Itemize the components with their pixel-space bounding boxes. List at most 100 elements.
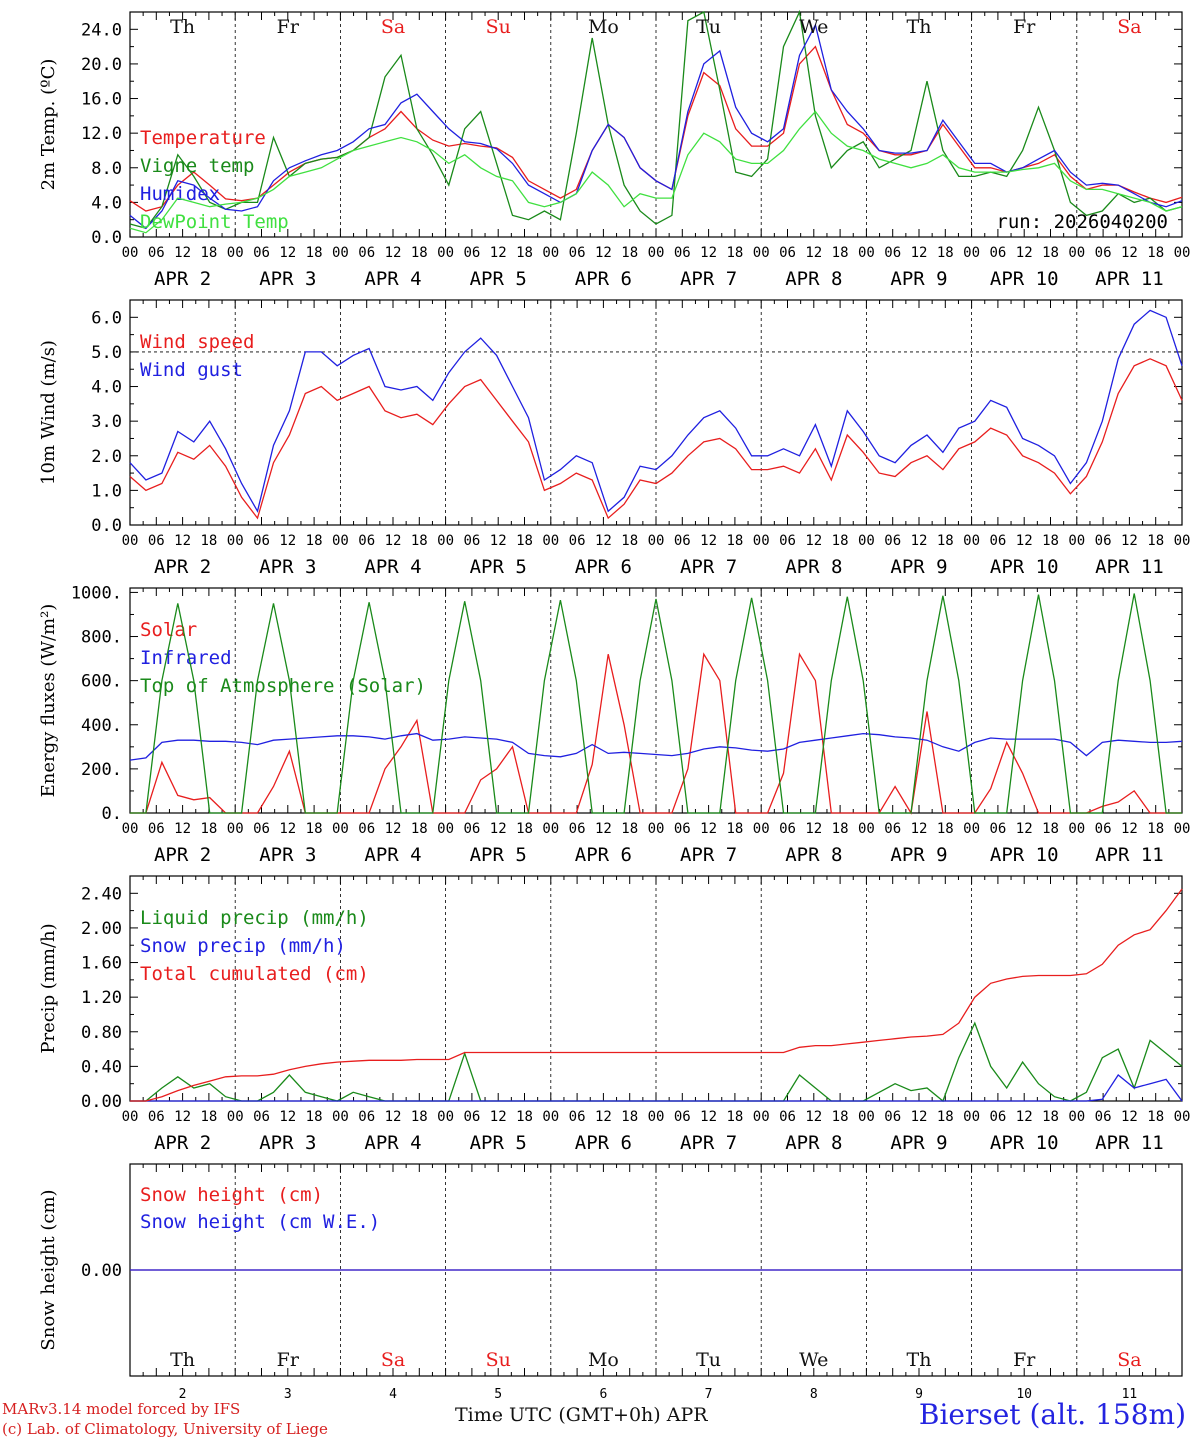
hour-tick-label: 06 <box>884 245 901 261</box>
hour-tick-label: 00 <box>542 1109 559 1125</box>
legend-entry: Temperature <box>140 127 266 149</box>
hour-tick-label: 00 <box>648 1109 665 1125</box>
hour-tick-label: 12 <box>805 1109 822 1125</box>
y-tick-label: 3.0 <box>91 412 122 432</box>
hour-tick-label: 00 <box>227 821 244 837</box>
hour-tick-label: 12 <box>279 533 296 549</box>
date-label: APR 9 <box>890 556 947 578</box>
day-name-label: Th <box>907 16 932 38</box>
run-label: run: 2026040200 <box>996 211 1168 233</box>
date-label: APR 8 <box>785 268 842 290</box>
day-name-label: Mo <box>588 16 619 38</box>
hour-tick-label: 00 <box>963 821 980 837</box>
hour-tick-label: 12 <box>279 245 296 261</box>
hour-tick-label: 18 <box>200 1109 217 1125</box>
hour-tick-label: 12 <box>174 245 191 261</box>
hour-tick-label: 18 <box>726 1109 743 1125</box>
hour-tick-label: 00 <box>753 245 770 261</box>
series-line-infrared <box>129 732 1183 761</box>
hour-tick-label: 12 <box>595 821 612 837</box>
hour-tick-label: 18 <box>1042 821 1059 837</box>
date-label: APR 4 <box>364 844 421 866</box>
hour-tick-label: 18 <box>832 821 849 837</box>
y-tick-label: 0.00 <box>81 1261 122 1281</box>
y-tick-label: 2.0 <box>91 447 122 467</box>
hour-tick-label: 06 <box>884 1109 901 1125</box>
date-label: APR 5 <box>470 268 527 290</box>
legend-entry: Snow precip (mm/h) <box>140 935 346 957</box>
day-name-label: Su <box>486 1349 511 1371</box>
legend-entry: Snow height (cm) <box>140 1184 323 1206</box>
bottom-day-number: 11 <box>1122 1387 1138 1402</box>
day-name-label: Th <box>907 1349 932 1371</box>
hour-tick-label: 06 <box>674 1109 691 1125</box>
hour-tick-label: 06 <box>1095 821 1112 837</box>
legend-entry: Vigne temp <box>140 155 254 177</box>
hour-tick-label: 00 <box>963 1109 980 1125</box>
hour-tick-label: 12 <box>174 533 191 549</box>
panel-frame-3 <box>129 587 1183 814</box>
bottom-day-number: 8 <box>810 1387 818 1402</box>
hour-tick-label: 06 <box>358 1109 375 1125</box>
hour-tick-label: 18 <box>621 821 638 837</box>
bottom-day-number: 9 <box>915 1387 923 1402</box>
hour-tick-label: 00 <box>753 821 770 837</box>
hour-tick-label: 18 <box>726 533 743 549</box>
hour-tick-label: 06 <box>463 245 480 261</box>
bottom-day-number: 7 <box>705 1387 713 1402</box>
hour-tick-label: 18 <box>1042 245 1059 261</box>
hour-tick-label: 06 <box>884 533 901 549</box>
date-label: APR 11 <box>1095 268 1164 290</box>
series-line-wind-speed <box>129 358 1183 520</box>
day-name-label: We <box>799 16 828 38</box>
date-label: APR 6 <box>575 556 632 578</box>
date-label: APR 11 <box>1095 1132 1164 1154</box>
hour-tick-label: 12 <box>911 821 928 837</box>
day-name-label: Fr <box>277 1349 300 1371</box>
hour-tick-label: 06 <box>253 1109 270 1125</box>
legend-entry: Liquid precip (mm/h) <box>140 907 369 929</box>
day-name-label: Fr <box>1013 1349 1036 1371</box>
hour-tick-label: 18 <box>200 533 217 549</box>
hour-tick-label: 18 <box>1147 821 1164 837</box>
date-label: APR 3 <box>259 1132 316 1154</box>
y-tick-label: 600. <box>81 672 122 692</box>
hour-tick-label: 00 <box>437 1109 454 1125</box>
hour-tick-label: 06 <box>674 245 691 261</box>
hour-tick-label: 18 <box>1147 533 1164 549</box>
hour-tick-label: 06 <box>463 533 480 549</box>
hour-tick-label: 06 <box>989 533 1006 549</box>
hour-tick-label: 00 <box>122 245 139 261</box>
date-label: APR 5 <box>470 556 527 578</box>
hour-tick-label: 12 <box>700 821 717 837</box>
hour-tick-label: 12 <box>385 821 402 837</box>
hour-tick-label: 00 <box>332 821 349 837</box>
hour-tick-label: 00 <box>1068 245 1085 261</box>
hour-tick-label: 12 <box>385 245 402 261</box>
hour-tick-label: 06 <box>674 533 691 549</box>
hour-tick-label: 00 <box>122 533 139 549</box>
hour-tick-label: 12 <box>279 821 296 837</box>
hour-tick-label: 18 <box>937 821 954 837</box>
hour-tick-label: 00 <box>1068 1109 1085 1125</box>
hour-tick-label: 18 <box>621 1109 638 1125</box>
day-name-label: Su <box>486 16 511 38</box>
hour-tick-label: 06 <box>674 821 691 837</box>
hour-tick-label: 12 <box>805 245 822 261</box>
hour-tick-label: 06 <box>463 1109 480 1125</box>
date-label: APR 4 <box>364 268 421 290</box>
hour-tick-label: 18 <box>516 821 533 837</box>
hour-tick-label: 18 <box>937 1109 954 1125</box>
hour-tick-label: 06 <box>779 821 796 837</box>
legend-entry: Humidex <box>140 183 220 205</box>
y-tick-label: 800. <box>81 628 122 648</box>
hour-tick-label: 06 <box>148 821 165 837</box>
hour-tick-label: 06 <box>148 533 165 549</box>
hour-tick-label: 06 <box>1095 533 1112 549</box>
hour-tick-label: 18 <box>411 1109 428 1125</box>
date-label: APR 3 <box>259 844 316 866</box>
hour-tick-label: 06 <box>1095 1109 1112 1125</box>
hour-tick-label: 06 <box>569 821 586 837</box>
date-label: APR 10 <box>990 844 1059 866</box>
